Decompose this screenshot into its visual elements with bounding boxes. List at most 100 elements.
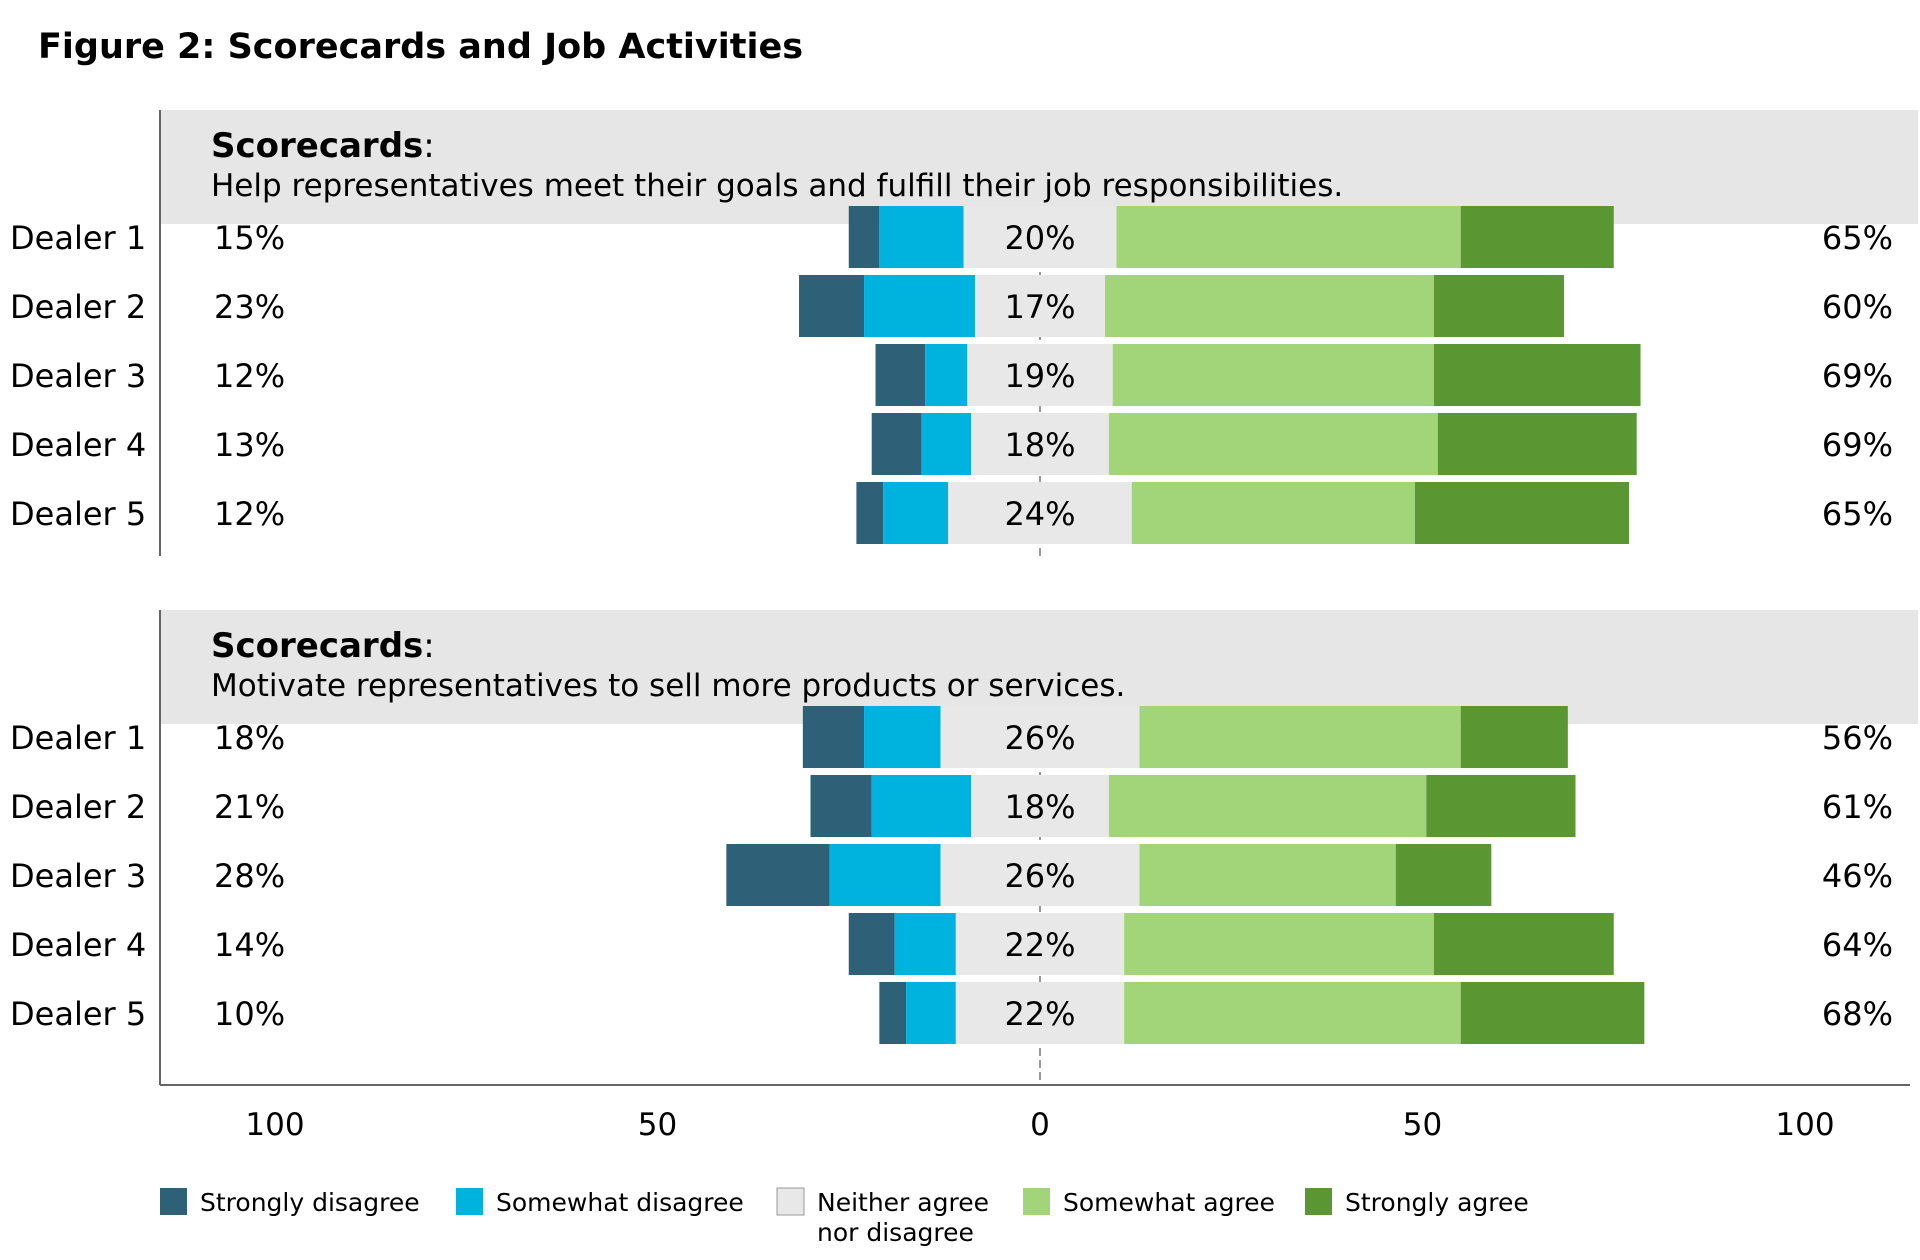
bar-segment-somewhat-disagree (894, 913, 956, 975)
legend-swatch (776, 1187, 805, 1216)
bar-segment-somewhat-disagree (883, 482, 949, 544)
bar-segment-somewhat-disagree (879, 206, 964, 268)
dealer-row: Dealer 3 28% 26% 46% (10, 844, 1893, 906)
legend-swatch (456, 1188, 483, 1215)
bar-segment-somewhat-agree (1105, 275, 1434, 337)
panel-title-text: Scorecards (211, 126, 423, 166)
dealer-label: Dealer 1 (10, 719, 146, 757)
legend-label-line2: nor disagree (817, 1218, 974, 1247)
dealer-label: Dealer 5 (10, 995, 146, 1033)
bar-segment-somewhat-agree (1112, 344, 1434, 406)
bar-segment-strongly-agree (1414, 482, 1630, 544)
bar-segment-strongly-agree (1433, 344, 1641, 406)
legend-label: Strongly disagree (200, 1188, 420, 1217)
disagree-total-label: 15% (214, 219, 285, 257)
legend-item-somewhat-disagree: Somewhat disagree (456, 1188, 744, 1217)
bar-segment-somewhat-agree (1108, 775, 1427, 837)
agree-total-label: 56% (1822, 719, 1893, 757)
legend-item-somewhat-agree: Somewhat agree (1023, 1188, 1275, 1217)
bar-segment-somewhat-disagree (925, 344, 968, 406)
disagree-total-label: 14% (214, 926, 285, 964)
agree-total-label: 46% (1822, 857, 1893, 895)
bar-segment-strongly-disagree (726, 844, 830, 906)
panel-title-colon: : (423, 626, 434, 666)
disagree-total-label: 23% (214, 288, 285, 326)
panel-title: Scorecards: (211, 626, 435, 666)
dealer-label: Dealer 2 (10, 788, 146, 826)
dealer-row: Dealer 2 21% 18% 61% (10, 775, 1893, 837)
panel-title: Scorecards: (211, 126, 435, 166)
legend: Strongly disagree Somewhat disagree Neithe… (160, 1187, 1529, 1247)
neither-label: 18% (1004, 426, 1075, 464)
legend-item-strongly-agree: Strongly agree (1305, 1188, 1529, 1217)
agree-total-label: 65% (1822, 495, 1893, 533)
dealer-label: Dealer 4 (10, 926, 146, 964)
neither-label: 17% (1004, 288, 1075, 326)
panel-1: Scorecards:Help representatives meet the… (10, 110, 1918, 556)
bar-segment-neither (971, 775, 1109, 837)
bar-segment-strongly-agree (1433, 913, 1614, 975)
disagree-total-label: 10% (214, 995, 285, 1033)
legend-swatch (1023, 1188, 1050, 1215)
legend-item-strongly-disagree: Strongly disagree (160, 1188, 420, 1217)
neither-label: 26% (1004, 719, 1075, 757)
bar-segment-somewhat-agree (1116, 206, 1461, 268)
panel-2: Scorecards:Motivate representatives to s… (10, 610, 1918, 1085)
bar-segment-somewhat-agree (1131, 482, 1415, 544)
chart-panels: Scorecards:Help representatives meet the… (10, 110, 1918, 1085)
bar-segment-strongly-disagree (810, 775, 872, 837)
bar-segment-somewhat-disagree (829, 844, 941, 906)
bar-segment-strongly-agree (1395, 844, 1492, 906)
dealer-row: Dealer 4 13% 18% 69% (10, 413, 1893, 475)
legend-swatch (1305, 1188, 1332, 1215)
x-tick-label: 100 (1775, 1107, 1834, 1143)
bar-segment-strongly-agree (1460, 982, 1645, 1044)
bar-segment-somewhat-agree (1108, 413, 1438, 475)
bar-segment-strongly-agree (1426, 775, 1576, 837)
bar-segment-neither (974, 275, 1106, 337)
dealer-label: Dealer 4 (10, 426, 146, 464)
x-tick-label: 50 (1403, 1107, 1442, 1143)
bar-segment-strongly-disagree (848, 913, 895, 975)
dealer-label: Dealer 1 (10, 219, 146, 257)
figure-title: Figure 2: Scorecards and Job Activities (38, 27, 803, 67)
legend-swatch (160, 1188, 187, 1215)
bar-segment-strongly-agree (1437, 413, 1637, 475)
bar-segment-somewhat-agree (1139, 844, 1396, 906)
bar-segment-strongly-disagree (856, 482, 884, 544)
dealer-row: Dealer 4 14% 22% 64% (10, 913, 1893, 975)
disagree-total-label: 21% (214, 788, 285, 826)
x-tick-label: 0 (1030, 1107, 1050, 1143)
disagree-total-label: 13% (214, 426, 285, 464)
bar-segment-somewhat-agree (1124, 913, 1434, 975)
bar-segment-neither (940, 844, 1140, 906)
legend-label: Neither agree (817, 1188, 989, 1217)
agree-total-label: 69% (1822, 426, 1893, 464)
bar-segment-neither (955, 982, 1125, 1044)
bar-segment-strongly-disagree (799, 275, 865, 337)
panel-title-colon: : (423, 126, 434, 166)
disagree-total-label: 12% (214, 357, 285, 395)
neither-label: 22% (1004, 995, 1075, 1033)
dealer-row: Dealer 1 15% 20% 65% (10, 206, 1893, 268)
disagree-total-label: 18% (214, 719, 285, 757)
neither-label: 18% (1004, 788, 1075, 826)
bar-segment-strongly-agree (1433, 275, 1565, 337)
dealer-row: Dealer 3 12% 19% 69% (10, 344, 1893, 406)
neither-label: 19% (1004, 357, 1075, 395)
bar-segment-somewhat-agree (1139, 706, 1461, 768)
bar-segment-neither (940, 706, 1140, 768)
x-axis: 100 50 0 50 100 (160, 1084, 1910, 1143)
bar-segment-somewhat-agree (1124, 982, 1461, 1044)
legend-label: Strongly agree (1345, 1188, 1529, 1217)
bar-segment-neither (963, 206, 1117, 268)
neither-label: 24% (1004, 495, 1075, 533)
dealer-row: Dealer 2 23% 17% 60% (10, 275, 1893, 337)
disagree-total-label: 28% (214, 857, 285, 895)
bar-segment-strongly-disagree (879, 982, 907, 1044)
panel-header-background (160, 110, 1918, 224)
agree-total-label: 60% (1822, 288, 1893, 326)
dealer-row: Dealer 5 10% 22% 68% (10, 982, 1893, 1044)
bar-segment-somewhat-disagree (906, 982, 956, 1044)
